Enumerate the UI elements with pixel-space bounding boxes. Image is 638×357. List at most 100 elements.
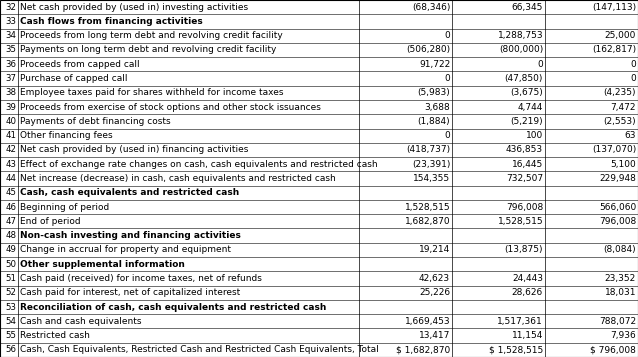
Text: (1,884): (1,884) bbox=[417, 117, 450, 126]
Text: 16,445: 16,445 bbox=[512, 160, 543, 169]
Text: Non-cash investing and financing activities: Non-cash investing and financing activit… bbox=[20, 231, 241, 240]
Text: 1,669,453: 1,669,453 bbox=[404, 317, 450, 326]
Text: 0: 0 bbox=[445, 74, 450, 83]
Text: 23,352: 23,352 bbox=[605, 274, 636, 283]
Text: 436,853: 436,853 bbox=[506, 145, 543, 155]
Text: 1,528,515: 1,528,515 bbox=[498, 217, 543, 226]
Text: 51: 51 bbox=[5, 274, 17, 283]
Text: 1,288,753: 1,288,753 bbox=[498, 31, 543, 40]
Text: 1,682,870: 1,682,870 bbox=[404, 217, 450, 226]
Text: 39: 39 bbox=[6, 102, 17, 112]
Text: Cash and cash equivalents: Cash and cash equivalents bbox=[20, 317, 142, 326]
Text: (137,070): (137,070) bbox=[592, 145, 636, 155]
Text: 0: 0 bbox=[630, 60, 636, 69]
Text: 0: 0 bbox=[630, 74, 636, 83]
Text: 33: 33 bbox=[5, 17, 17, 26]
Text: Proceeds from long term debt and revolving credit facility: Proceeds from long term debt and revolvi… bbox=[20, 31, 283, 40]
Text: Net cash provided by (used in) investing activities: Net cash provided by (used in) investing… bbox=[20, 2, 248, 12]
Text: 796,008: 796,008 bbox=[506, 202, 543, 212]
Text: 91,722: 91,722 bbox=[419, 60, 450, 69]
Text: (2,553): (2,553) bbox=[604, 117, 636, 126]
Text: 1,517,361: 1,517,361 bbox=[498, 317, 543, 326]
Text: Net increase (decrease) in cash, cash equivalents and restricted cash: Net increase (decrease) in cash, cash eq… bbox=[20, 174, 336, 183]
Text: 54: 54 bbox=[5, 317, 17, 326]
Text: (23,391): (23,391) bbox=[412, 160, 450, 169]
Text: 45: 45 bbox=[5, 188, 17, 197]
Text: (13,875): (13,875) bbox=[505, 245, 543, 255]
Text: 13,417: 13,417 bbox=[419, 331, 450, 340]
Text: End of period: End of period bbox=[20, 217, 81, 226]
Text: 50: 50 bbox=[5, 260, 17, 269]
Text: 7,936: 7,936 bbox=[611, 331, 636, 340]
Text: 19,214: 19,214 bbox=[419, 245, 450, 255]
Text: 47: 47 bbox=[5, 217, 17, 226]
Text: 1,528,515: 1,528,515 bbox=[404, 202, 450, 212]
Text: 66,345: 66,345 bbox=[512, 2, 543, 12]
Text: 229,948: 229,948 bbox=[599, 174, 636, 183]
Text: (5,983): (5,983) bbox=[417, 88, 450, 97]
Text: Cash, cash equivalents and restricted cash: Cash, cash equivalents and restricted ca… bbox=[20, 188, 240, 197]
Text: 4,744: 4,744 bbox=[517, 102, 543, 112]
Text: 41: 41 bbox=[5, 131, 17, 140]
Text: Other financing fees: Other financing fees bbox=[20, 131, 113, 140]
Text: Purchase of capped call: Purchase of capped call bbox=[20, 74, 128, 83]
Text: Payments on long term debt and revolving credit facility: Payments on long term debt and revolving… bbox=[20, 45, 277, 55]
Text: 3,688: 3,688 bbox=[424, 102, 450, 112]
Text: 28,626: 28,626 bbox=[512, 288, 543, 297]
Text: 63: 63 bbox=[625, 131, 636, 140]
Text: (5,219): (5,219) bbox=[510, 117, 543, 126]
Text: 154,355: 154,355 bbox=[413, 174, 450, 183]
Text: Cash paid (received) for income taxes, net of refunds: Cash paid (received) for income taxes, n… bbox=[20, 274, 262, 283]
Text: (8,084): (8,084) bbox=[604, 245, 636, 255]
Text: (800,000): (800,000) bbox=[499, 45, 543, 55]
Text: 0: 0 bbox=[445, 131, 450, 140]
Text: 11,154: 11,154 bbox=[512, 331, 543, 340]
Text: 32: 32 bbox=[5, 2, 17, 12]
Text: Employee taxes paid for shares withheld for income taxes: Employee taxes paid for shares withheld … bbox=[20, 88, 284, 97]
Text: 55: 55 bbox=[5, 331, 17, 340]
Text: Cash, Cash Equivalents, Restricted Cash and Restricted Cash Equivalents, Total: Cash, Cash Equivalents, Restricted Cash … bbox=[20, 345, 379, 355]
Text: 49: 49 bbox=[6, 245, 17, 255]
Text: 37: 37 bbox=[5, 74, 17, 83]
Text: 0: 0 bbox=[537, 60, 543, 69]
Text: $ 796,008: $ 796,008 bbox=[590, 345, 636, 355]
Text: 25,000: 25,000 bbox=[605, 31, 636, 40]
Text: (3,675): (3,675) bbox=[510, 88, 543, 97]
Text: 36: 36 bbox=[5, 60, 17, 69]
Text: Payments of debt financing costs: Payments of debt financing costs bbox=[20, 117, 171, 126]
Text: 25,226: 25,226 bbox=[419, 288, 450, 297]
Text: 38: 38 bbox=[5, 88, 17, 97]
Text: 42,623: 42,623 bbox=[419, 274, 450, 283]
Text: 46: 46 bbox=[5, 202, 17, 212]
Text: (506,280): (506,280) bbox=[406, 45, 450, 55]
Text: Cash flows from financing activities: Cash flows from financing activities bbox=[20, 17, 203, 26]
Text: 48: 48 bbox=[5, 231, 17, 240]
Text: Proceeds from exercise of stock options and other stock issuances: Proceeds from exercise of stock options … bbox=[20, 102, 322, 112]
Text: 0: 0 bbox=[445, 31, 450, 40]
Text: Change in accrual for property and equipment: Change in accrual for property and equip… bbox=[20, 245, 232, 255]
Text: 53: 53 bbox=[5, 302, 17, 312]
Text: 796,008: 796,008 bbox=[599, 217, 636, 226]
Text: 56: 56 bbox=[5, 345, 17, 355]
Text: 24,443: 24,443 bbox=[512, 274, 543, 283]
Text: $ 1,528,515: $ 1,528,515 bbox=[489, 345, 543, 355]
Text: 7,472: 7,472 bbox=[611, 102, 636, 112]
Text: $ 1,682,870: $ 1,682,870 bbox=[396, 345, 450, 355]
Text: 732,507: 732,507 bbox=[506, 174, 543, 183]
Text: (418,737): (418,737) bbox=[406, 145, 450, 155]
Text: 52: 52 bbox=[5, 288, 17, 297]
Text: 34: 34 bbox=[5, 31, 17, 40]
Text: 788,072: 788,072 bbox=[599, 317, 636, 326]
Text: (147,113): (147,113) bbox=[592, 2, 636, 12]
Text: Beginning of period: Beginning of period bbox=[20, 202, 110, 212]
Text: 42: 42 bbox=[5, 145, 17, 155]
Text: 100: 100 bbox=[526, 131, 543, 140]
Text: 43: 43 bbox=[5, 160, 17, 169]
Text: Other supplemental information: Other supplemental information bbox=[20, 260, 185, 269]
Text: 44: 44 bbox=[5, 174, 17, 183]
Text: Effect of exchange rate changes on cash, cash equivalents and restricted cash: Effect of exchange rate changes on cash,… bbox=[20, 160, 378, 169]
Text: (162,817): (162,817) bbox=[592, 45, 636, 55]
Text: Proceeds from capped call: Proceeds from capped call bbox=[20, 60, 140, 69]
Text: (4,235): (4,235) bbox=[604, 88, 636, 97]
Text: 566,060: 566,060 bbox=[599, 202, 636, 212]
